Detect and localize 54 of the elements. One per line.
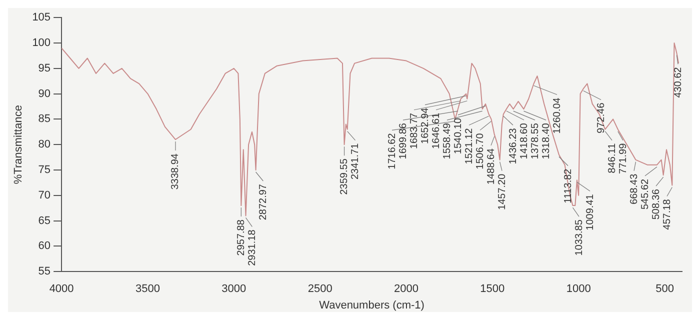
x-tick-label: 2000	[394, 283, 418, 296]
annotation: 846.11	[606, 142, 618, 174]
annotation: 1646.61	[430, 112, 442, 150]
y-tick-label: 60	[38, 240, 51, 252]
annotation: 2872.97	[258, 184, 269, 220]
annotation: 545.62	[640, 178, 651, 210]
annotation: 2341.71	[350, 142, 362, 180]
x-tick-label: 3000	[222, 283, 246, 296]
annotation: 1521.12	[464, 128, 475, 164]
annotation: 2359.55	[339, 158, 350, 195]
annotation: 1378.55	[530, 122, 541, 160]
annotation: 1318.40	[540, 122, 552, 160]
y-tick-label: 65	[38, 214, 51, 227]
x-tick-label: 4000	[49, 283, 74, 296]
y-tick-label: 105	[32, 12, 51, 24]
annotation: 1457.20	[496, 173, 508, 210]
annotation: 1436.23	[508, 128, 519, 164]
annotation: 1683.77	[408, 112, 420, 150]
annotation: 508.36	[650, 188, 662, 220]
y-tick-label: 80	[38, 138, 51, 151]
annotation: 1260.04	[552, 97, 563, 134]
annotation: 1113.82	[562, 168, 574, 204]
y-tick-label: 100	[32, 37, 51, 50]
y-tick-label: 85	[38, 113, 51, 126]
y-tick-label: 70	[38, 189, 51, 202]
annotation: 1540.10	[452, 118, 464, 154]
x-tick-label: 1000	[566, 283, 591, 296]
annotation: 2957.88	[236, 219, 247, 256]
annotation: 972.46	[596, 102, 607, 134]
x-tick-label: 3500	[135, 283, 160, 296]
annotation: 1716.62	[386, 132, 398, 170]
annotation: 771.99	[618, 142, 629, 174]
x-tick-label: 2500	[308, 283, 332, 296]
annotation: 1009.41	[584, 194, 596, 230]
annotation: 1488.64	[486, 148, 497, 185]
annotation: 1033.85	[574, 219, 585, 256]
annotation: 1652.94	[420, 107, 431, 144]
annotation: 430.62	[672, 66, 684, 98]
y-tick-label: 90	[38, 88, 51, 100]
annotation: 668.43	[628, 173, 640, 204]
y-axis-title: %Transmittance	[12, 105, 25, 184]
x-tick-label: 500	[656, 283, 674, 296]
annotation: 3338.94	[170, 153, 182, 190]
y-tick-label: 95	[38, 62, 51, 74]
x-tick-label: 1500	[480, 283, 505, 296]
annotation: 1699.86	[398, 122, 409, 160]
annotation: 1506.70	[474, 132, 486, 170]
x-axis-title: Wavenumbers (cm-1)	[319, 299, 424, 312]
annotation: 457.18	[662, 198, 673, 230]
y-tick-label: 55	[38, 266, 51, 278]
annotation: 1558.49	[442, 122, 453, 160]
annotation: 1418.60	[518, 122, 530, 160]
y-tick-label: 75	[38, 164, 51, 176]
annotation: 2931.18	[246, 229, 258, 266]
